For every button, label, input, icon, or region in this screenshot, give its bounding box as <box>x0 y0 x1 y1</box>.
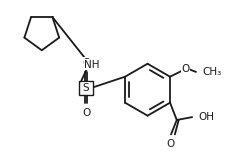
Text: CH₃: CH₃ <box>202 67 221 77</box>
Text: NH: NH <box>84 60 99 70</box>
Text: OH: OH <box>197 112 213 122</box>
Text: O: O <box>81 58 90 68</box>
Text: O: O <box>165 139 173 149</box>
FancyBboxPatch shape <box>79 81 92 94</box>
Text: S: S <box>82 83 89 93</box>
Text: O: O <box>81 108 90 118</box>
Text: O: O <box>180 64 189 74</box>
